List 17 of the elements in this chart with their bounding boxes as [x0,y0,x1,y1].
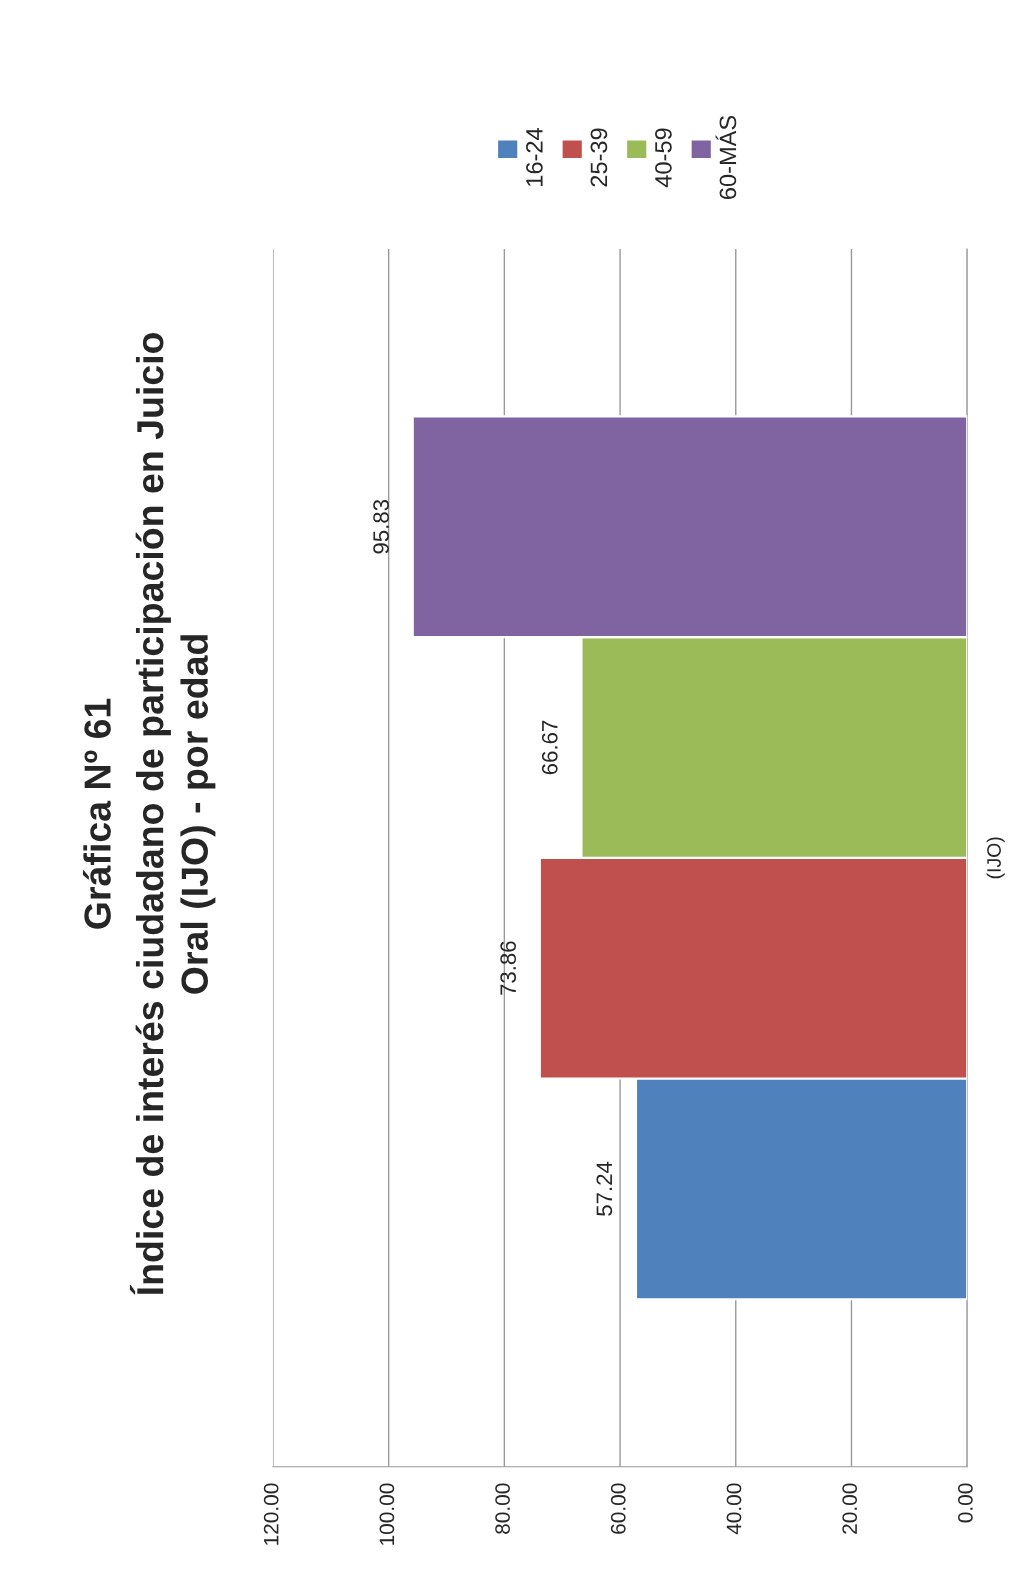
text: Gráfica Nº 61 Índice de interés ciudadano de participación en Juicio Oral (IJO) - por edad [82,332,216,1295]
legend-label: 60-MÁS [715,115,737,199]
x-tick-label: 0.00 [958,1483,973,1523]
x-tick-label: 80.00 [495,1483,510,1534]
x-tick-label: 100.00 [379,1483,395,1545]
data-label: 66.67 [541,720,558,775]
data-label: 95.83 [373,499,389,554]
legend-label: 16-24 [526,127,543,186]
legend-label: 40-59 [655,128,672,188]
x-tick-label: 40.00 [726,1483,742,1535]
legend-label: 25-39 [590,128,608,187]
x-tick-label: 20.00 [842,1483,858,1534]
x-tick-label: 60.00 [610,1483,626,1534]
data-label: 57.24 [596,1161,613,1216]
y-tick-label: (IJO) [986,837,1005,879]
data-label: 73.86 [500,941,517,995]
x-tick-label: 120.00 [263,1483,279,1545]
